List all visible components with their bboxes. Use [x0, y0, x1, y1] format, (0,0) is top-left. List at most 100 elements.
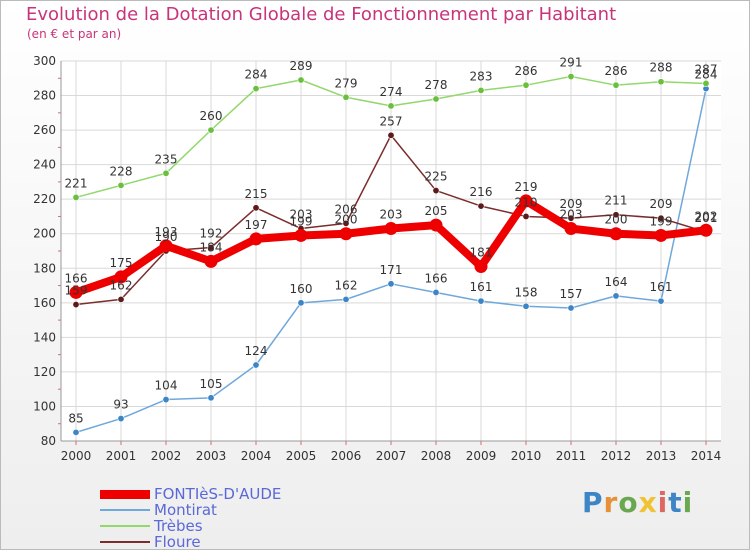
data-point — [297, 299, 305, 307]
data-label: 283 — [470, 69, 493, 83]
data-label: 216 — [470, 185, 493, 199]
x-tick-label: 2011 — [556, 449, 587, 463]
data-point — [69, 285, 83, 299]
data-point — [654, 228, 668, 242]
legend-item: FONTIèS-D'AUDE — [100, 486, 281, 502]
data-label: 287 — [695, 62, 718, 76]
data-label: 199 — [650, 214, 673, 228]
y-tick-label: 120 — [33, 365, 56, 379]
data-label: 181 — [470, 246, 493, 260]
x-tick-label: 2014 — [691, 449, 722, 463]
data-label: 93 — [113, 398, 128, 412]
y-tick-label: 200 — [33, 227, 56, 241]
x-tick-label: 2006 — [331, 449, 362, 463]
data-label: 192 — [200, 227, 223, 241]
data-point — [207, 244, 215, 252]
data-point — [657, 78, 665, 86]
data-point — [522, 212, 530, 220]
legend-item: Montirat — [100, 502, 281, 518]
data-label: 158 — [515, 285, 538, 299]
data-label: 203 — [560, 208, 583, 222]
data-label: 199 — [290, 214, 313, 228]
legend-swatch — [100, 541, 150, 543]
data-point — [294, 228, 308, 242]
data-point — [207, 126, 215, 134]
data-label: 171 — [380, 263, 403, 277]
data-point — [339, 227, 353, 241]
y-tick-label: 300 — [33, 54, 56, 68]
data-label: 209 — [560, 197, 583, 211]
data-label: 202 — [695, 209, 718, 223]
data-label: 105 — [200, 377, 223, 391]
data-point — [474, 260, 488, 274]
data-point — [387, 102, 395, 110]
x-tick-label: 2010 — [511, 449, 542, 463]
data-point — [432, 95, 440, 103]
x-tick-label: 2005 — [286, 449, 317, 463]
data-point — [117, 295, 125, 303]
data-point — [162, 396, 170, 404]
data-label: 203 — [380, 208, 403, 222]
data-label: 284 — [245, 68, 268, 82]
data-point — [432, 288, 440, 296]
y-tick-label: 80 — [41, 434, 56, 448]
data-point — [72, 301, 80, 309]
data-label: 260 — [200, 109, 223, 123]
data-point — [252, 361, 260, 369]
data-point — [117, 181, 125, 189]
data-label: 278 — [425, 78, 448, 92]
data-label: 201 — [695, 211, 718, 225]
data-label: 289 — [290, 59, 313, 73]
data-label: 284 — [695, 68, 718, 82]
data-label: 225 — [425, 170, 448, 184]
data-point — [342, 295, 350, 303]
data-label: 85 — [68, 411, 83, 425]
legend-label: Floure — [154, 533, 201, 551]
data-label: 219 — [515, 180, 538, 194]
data-label: 190 — [155, 230, 178, 244]
data-point — [477, 297, 485, 305]
x-tick-label: 2002 — [151, 449, 182, 463]
y-tick-label: 240 — [33, 158, 56, 172]
y-tick-label: 260 — [33, 123, 56, 137]
data-point — [114, 270, 128, 284]
data-point — [387, 280, 395, 288]
data-label: 184 — [200, 240, 223, 254]
data-label: 286 — [515, 64, 538, 78]
data-label: 159 — [65, 284, 88, 298]
legend-item: Floure — [100, 534, 281, 550]
data-label: 161 — [650, 280, 673, 294]
data-label: 166 — [425, 271, 448, 285]
data-label: 257 — [380, 114, 403, 128]
data-point — [612, 211, 620, 219]
data-point — [567, 304, 575, 312]
y-tick-label: 100 — [33, 399, 56, 413]
data-label: 286 — [605, 64, 628, 78]
data-point — [162, 169, 170, 177]
data-label: 274 — [380, 85, 403, 99]
data-point — [477, 202, 485, 210]
data-point — [384, 222, 398, 236]
data-label: 235 — [155, 152, 178, 166]
y-tick-label: 220 — [33, 192, 56, 206]
data-label: 157 — [560, 287, 583, 301]
data-label: 221 — [65, 176, 88, 190]
chart-subtitle: (en € et par an) — [27, 27, 122, 41]
data-point — [522, 302, 530, 310]
legend-swatch — [100, 489, 150, 499]
legend-label: FONTIèS-D'AUDE — [154, 485, 282, 503]
data-label: 161 — [470, 280, 493, 294]
data-label: 166 — [65, 271, 88, 285]
data-point — [609, 227, 623, 241]
data-point — [432, 187, 440, 195]
proxiti-logo: Proxiti — [582, 486, 694, 519]
data-point — [522, 81, 530, 89]
data-point — [252, 204, 260, 212]
data-point — [429, 218, 443, 232]
data-label: 164 — [605, 275, 628, 289]
x-tick-label: 2001 — [106, 449, 137, 463]
data-label: 210 — [515, 195, 538, 209]
data-label: 200 — [335, 213, 358, 227]
data-label: 228 — [110, 164, 133, 178]
